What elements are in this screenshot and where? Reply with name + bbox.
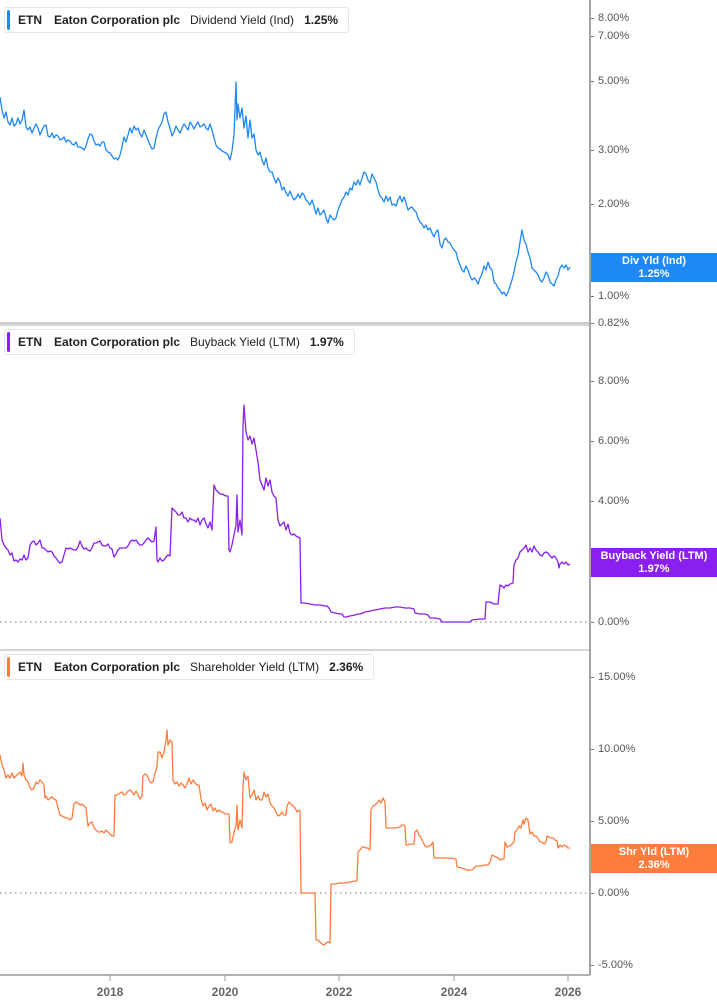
legend-dividend-yield[interactable]: ETN Eaton Corporation plc Dividend Yield…	[4, 7, 350, 33]
y-tick-label: -5.00%	[591, 959, 633, 971]
badge-label: Buyback Yield (LTM)	[600, 550, 708, 562]
legend-metric: Dividend Yield (Ind)	[190, 13, 295, 27]
y-tick-label: 5.00%	[590, 815, 630, 827]
legend-company: Eaton Corporation plc	[54, 660, 180, 674]
legend-ticker: ETN	[18, 13, 42, 27]
x-tick-label: 2020	[211, 985, 239, 999]
legend-company: Eaton Corporation plc	[54, 13, 180, 27]
legend-metric: Buyback Yield (LTM)	[190, 335, 300, 349]
y-tick-label: 3.00%	[590, 144, 630, 156]
series-color-swatch	[7, 10, 10, 30]
x-tick-label: 2018	[96, 985, 124, 999]
badge-label: Div Yld (Ind)	[622, 255, 686, 267]
y-tick-label: 6.00%	[590, 435, 630, 447]
legend-company: Eaton Corporation plc	[54, 335, 180, 349]
y-tick-label: 8.00%	[590, 375, 630, 387]
x-tick-label: 2022	[325, 985, 353, 999]
legend-value: 2.36%	[329, 660, 364, 674]
y-tick-label: 4.00%	[590, 495, 630, 507]
current-value-badge-dividend: Div Yld (Ind) 1.25%	[591, 253, 717, 282]
series-color-swatch	[7, 332, 10, 352]
shareholder-yield-line	[0, 729, 570, 946]
y-tick-label: 1.00%	[590, 290, 630, 302]
y-tick-label: 0.82%	[590, 317, 630, 329]
legend-ticker: ETN	[18, 335, 42, 349]
badge-value: 2.36%	[638, 859, 670, 871]
y-tick-label: 5.00%	[590, 75, 630, 87]
legend-value: 1.97%	[309, 335, 344, 349]
y-tick-label: 15.00%	[590, 671, 636, 683]
current-value-badge-buyback: Buyback Yield (LTM) 1.97%	[591, 548, 717, 577]
current-value-badge-shareholder: Shr Yld (LTM) 2.36%	[591, 844, 717, 873]
y-tick-label: 0.00%	[590, 887, 630, 899]
y-tick-label: 7.00%	[590, 30, 630, 42]
y-tick-label: 8.00%	[590, 12, 630, 24]
x-tick-label: 2026	[554, 985, 582, 999]
legend-shareholder-yield[interactable]: ETN Eaton Corporation plc Shareholder Yi…	[4, 654, 375, 680]
legend-metric: Shareholder Yield (LTM)	[190, 660, 320, 674]
y-tick-label: 10.00%	[590, 743, 636, 755]
badge-value: 1.25%	[638, 268, 670, 280]
y-tick-label: 0.00%	[590, 616, 630, 628]
legend-buyback-yield[interactable]: ETN Eaton Corporation plc Buyback Yield …	[4, 329, 355, 355]
dividend-yield-line	[0, 81, 571, 297]
buyback-yield-line	[0, 404, 571, 623]
legend-value: 1.25%	[304, 13, 339, 27]
y-tick-label: 2.00%	[590, 198, 630, 210]
legend-ticker: ETN	[18, 660, 42, 674]
badge-value: 1.97%	[638, 563, 670, 575]
series-color-swatch	[7, 657, 10, 677]
badge-label: Shr Yld (LTM)	[618, 846, 690, 858]
x-tick-label: 2024	[440, 985, 468, 999]
